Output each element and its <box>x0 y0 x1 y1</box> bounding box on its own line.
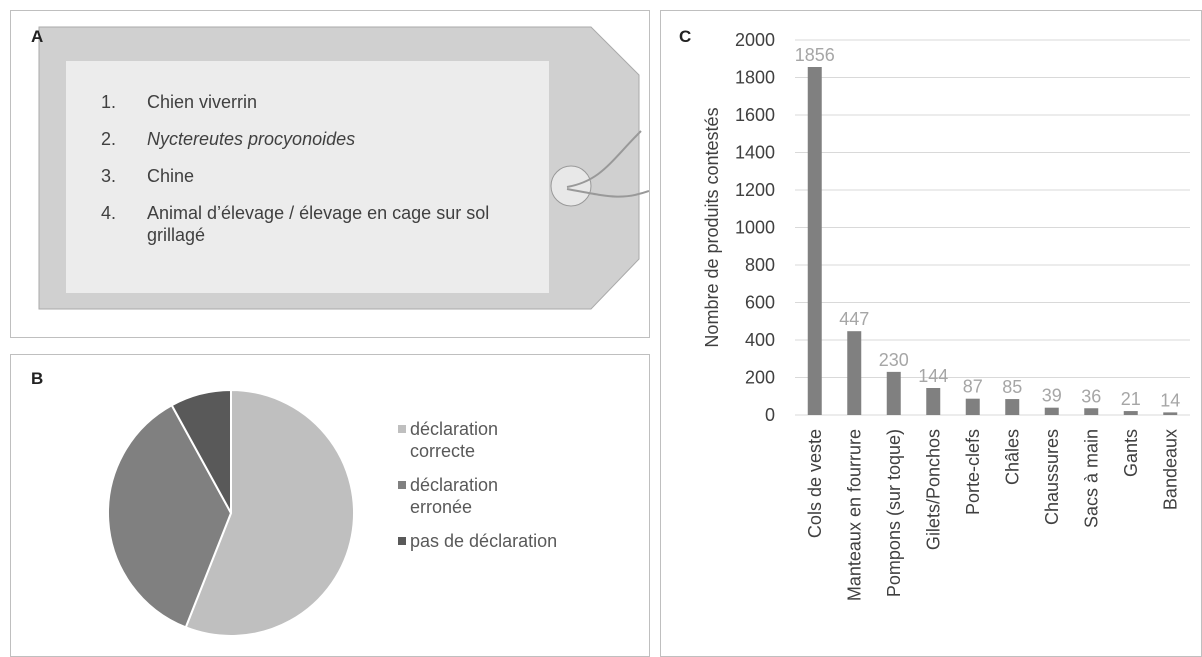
item-number: 1. <box>101 92 117 112</box>
y-tick-label: 1200 <box>735 180 775 200</box>
tag-items: 1. Chien viverrin 2. Nyctereutes procyonoid… <box>89 91 529 261</box>
legend-swatch <box>398 425 406 433</box>
tag-item: 2. Nyctereutes procyonoides <box>89 128 529 150</box>
item-text: Chine <box>147 166 195 186</box>
y-tick-label: 0 <box>765 405 775 425</box>
x-tick-label: Châles <box>1002 429 1022 485</box>
panel-a: A 1. Chien viverrin 2. Nyctereutes procyono… <box>10 10 650 338</box>
data-label: 447 <box>839 309 869 329</box>
pie-slice <box>170 388 232 514</box>
panel-label: C <box>679 27 692 46</box>
y-tick-label: 2000 <box>735 30 775 50</box>
legend-label: déclaration correcte <box>410 419 499 461</box>
data-label: 14 <box>1160 390 1180 410</box>
bar <box>1044 407 1059 415</box>
data-label: 1856 <box>795 45 835 65</box>
y-tick-label: 600 <box>745 293 775 313</box>
x-tick-label: Gants <box>1121 429 1141 477</box>
bar <box>1084 408 1099 415</box>
bar <box>847 331 862 415</box>
y-tick-label: 400 <box>745 330 775 350</box>
legend: déclaration correcte déclaration erronée p… <box>398 418 558 564</box>
data-label: 21 <box>1121 389 1141 409</box>
tag-drawing <box>38 26 649 310</box>
legend-label: pas de déclaration <box>410 531 558 551</box>
pie-slice <box>184 388 356 637</box>
legend-entry: déclaration erronée <box>398 474 558 518</box>
tag-item: 3. Chine <box>89 165 529 187</box>
y-axis-title: Nombre de produits contestés <box>702 107 722 347</box>
bar <box>1163 412 1178 415</box>
x-tick-label: Pompons (sur toque) <box>884 429 904 597</box>
bar <box>886 371 901 415</box>
y-tick-label: 800 <box>745 255 775 275</box>
x-tick-label: Gilets/Ponchos <box>923 429 943 550</box>
legend-entry: déclaration correcte <box>398 418 558 462</box>
x-tick-label: Cols de veste <box>805 429 825 538</box>
bar <box>1123 411 1138 415</box>
y-tick-label: 200 <box>745 368 775 388</box>
legend-entry: pas de déclaration <box>398 530 558 552</box>
bar <box>1005 399 1020 415</box>
bar <box>926 388 941 415</box>
y-tick-label: 1800 <box>735 68 775 88</box>
item-text: Chien viverrin <box>147 92 258 112</box>
bar <box>807 67 822 415</box>
legend-swatch <box>398 481 406 489</box>
item-number: 4. <box>101 203 117 223</box>
panel-label: B <box>31 369 44 388</box>
x-tick-label: Manteaux en fourrure <box>844 429 864 601</box>
data-label: 87 <box>963 377 983 397</box>
y-tick-label: 1000 <box>735 218 775 238</box>
tag-label-area <box>66 61 549 293</box>
bar <box>965 398 980 415</box>
item-text: Nyctereutes procyonoides <box>147 129 356 149</box>
y-tick-label: 1600 <box>735 105 775 125</box>
tag-item: 4. Animal d’élevage / élevage en cage sur… <box>89 202 529 246</box>
panel-label: A <box>31 27 44 46</box>
x-tick-label: Bandeaux <box>1160 429 1180 510</box>
data-label: 230 <box>879 350 909 370</box>
bar-chart: 0 200 400 600 800 1000 1200 1400 1600 1800 2000 Nom… <box>702 30 1190 601</box>
data-label: 36 <box>1081 386 1101 406</box>
data-label: 85 <box>1002 377 1022 397</box>
pie-slice <box>107 403 233 629</box>
data-label: 39 <box>1042 386 1062 406</box>
data-label: 144 <box>918 366 948 386</box>
item-number: 3. <box>101 166 117 186</box>
x-tick-label: Chaussures <box>1042 429 1062 525</box>
legend-label: déclaration erronée <box>410 475 499 517</box>
y-tick-label: 1400 <box>735 143 775 163</box>
tag-string <box>566 130 649 198</box>
x-tick-label: Sacs à main <box>1081 429 1101 528</box>
tag-item: 1. Chien viverrin <box>89 91 529 113</box>
x-tick-label: Porte-clefs <box>963 429 983 515</box>
legend-swatch <box>398 537 406 545</box>
item-text: Animal d’élevage / élevage en cage sur s… <box>147 203 490 245</box>
pie-chart <box>107 388 356 637</box>
item-number: 2. <box>101 129 117 149</box>
